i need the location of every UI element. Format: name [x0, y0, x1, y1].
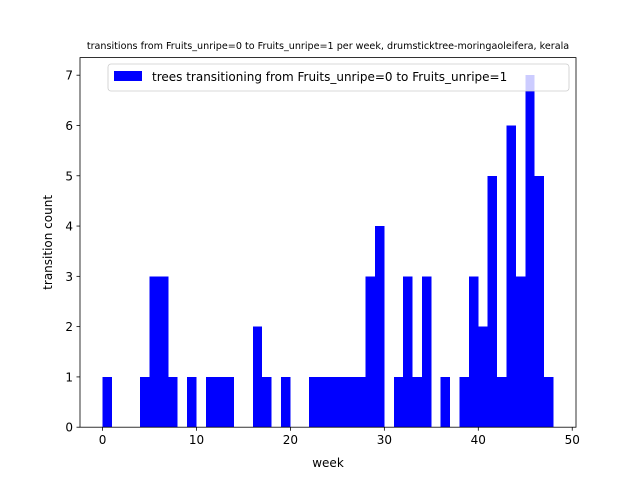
bar-week-28 [365, 276, 375, 428]
bar-week-39 [468, 276, 479, 428]
bar-week-17 [262, 376, 272, 428]
y-tick-label: 3 [65, 270, 73, 284]
x-ticks-group: 0 10 20 30 40 50 [99, 427, 580, 447]
bar-week-5 [149, 276, 159, 428]
x-axis-label: week [312, 456, 344, 470]
x-tick-label: 0 [99, 433, 107, 447]
bar-week-23 [318, 376, 328, 428]
y-tick-label: 6 [65, 119, 73, 133]
bar-week-26 [346, 376, 357, 428]
bar-week-25 [337, 376, 347, 428]
bar-week-38 [459, 376, 469, 428]
bar-week-47 [544, 376, 554, 428]
legend: trees transitioning from Fruits_unripe=0… [107, 63, 570, 92]
bar-week-29 [374, 226, 385, 428]
bar-week-11 [205, 376, 216, 428]
chart-title: transitions from Fruits_unripe=0 to Frui… [87, 41, 569, 52]
bar-week-31 [393, 376, 404, 428]
x-tick-label: 40 [471, 433, 486, 447]
y-tick-label: 1 [65, 370, 73, 384]
bar-week-22 [309, 376, 319, 428]
bar-week-27 [356, 376, 366, 428]
bar-week-46 [534, 175, 545, 428]
bar-week-34 [421, 276, 432, 428]
y-axis-label: transition count [41, 195, 55, 290]
bar-week-42 [497, 376, 507, 428]
legend-swatch [114, 71, 142, 81]
bar-week-44 [515, 276, 526, 428]
bar-week-24 [328, 376, 338, 428]
legend-box [107, 63, 570, 92]
bar-week-0 [102, 376, 112, 428]
y-tick-label: 0 [65, 421, 73, 435]
y-tick-label: 5 [65, 169, 73, 183]
bar-week-45 [525, 75, 535, 428]
x-tick-label: 20 [283, 433, 298, 447]
x-tick-label: 10 [189, 433, 204, 447]
bars-group [102, 75, 554, 428]
x-tick-label: 50 [565, 433, 580, 447]
y-ticks-group: 0 1 2 3 4 5 6 7 [65, 69, 80, 435]
bar-week-4 [140, 376, 150, 428]
bar-week-7 [168, 376, 178, 428]
x-tick-label: 30 [377, 433, 392, 447]
bar-week-33 [412, 376, 422, 428]
bar-week-16 [252, 326, 263, 428]
y-tick-label: 7 [65, 69, 73, 83]
legend-label: trees transitioning from Fruits_unripe=0… [152, 70, 507, 84]
bar-week-12 [215, 376, 225, 428]
y-tick-label: 4 [65, 220, 73, 234]
bar-week-43 [506, 125, 516, 428]
bar-week-40 [478, 326, 488, 428]
bar-week-13 [224, 376, 235, 428]
bar-week-36 [440, 376, 451, 428]
bar-week-9 [187, 376, 197, 428]
bar-week-32 [403, 276, 413, 428]
bar-week-6 [158, 276, 169, 428]
bar-week-41 [487, 175, 498, 428]
bar-week-19 [281, 376, 291, 428]
plot-frame [79, 57, 577, 428]
y-tick-label: 2 [65, 320, 73, 334]
